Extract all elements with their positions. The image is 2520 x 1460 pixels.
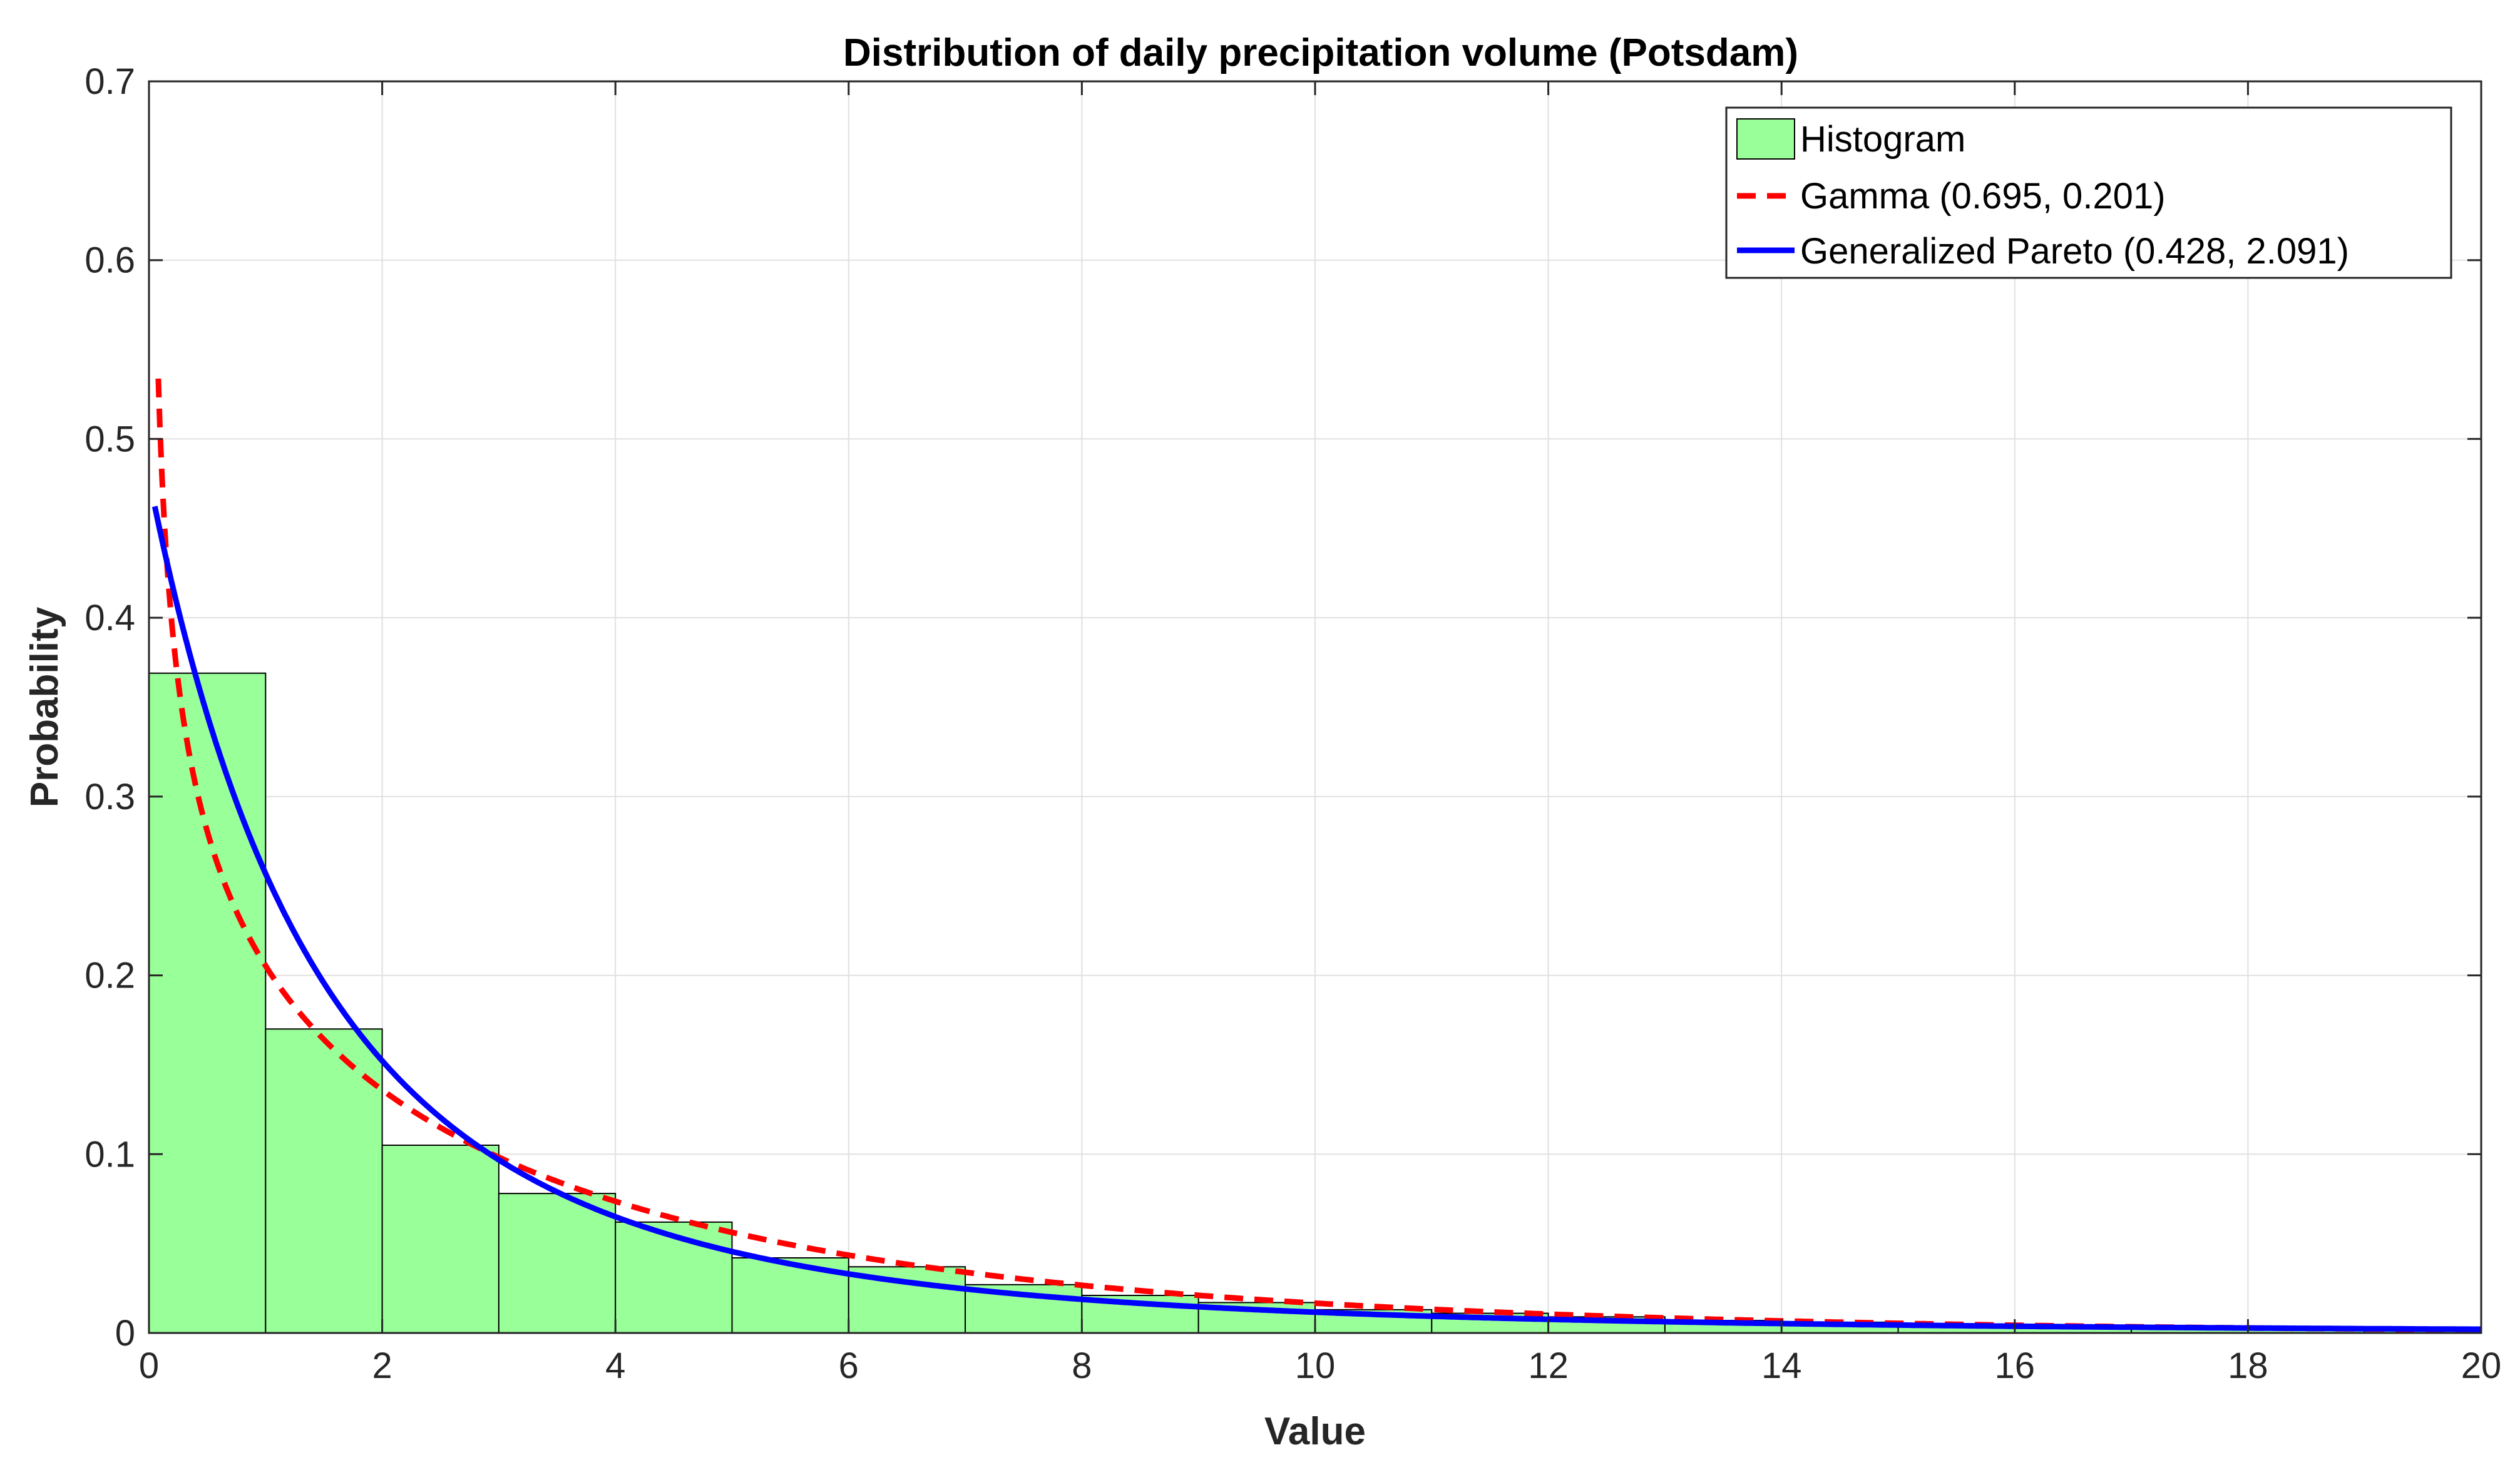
histogram-bar [148, 672, 267, 1334]
legend-histogram-swatch [1736, 118, 1795, 160]
distribution-curves [151, 377, 2481, 1333]
legend: Histogram Gamma (0.695, 0.201) Generaliz… [1725, 106, 2452, 279]
histogram-bar [615, 1221, 733, 1334]
axis-ticks: 0 2 4 6 8 10 12 14 16 18 20 0 0.1 0.2 0.3 0.4 0.5 0.6 0.7 [85, 61, 2501, 1386]
legend-gamma-label: Gamma (0.695, 0.201) [1800, 176, 2166, 217]
y-axis-label: Probability [23, 606, 66, 807]
x-axis-label: Value [1264, 1410, 1366, 1453]
legend-box [1725, 106, 2452, 279]
y-tick-label: 0.1 [85, 1134, 135, 1175]
y-tick-label: 0.3 [85, 777, 135, 817]
y-tick-label: 0 [115, 1313, 135, 1354]
x-tick-label: 0 [139, 1345, 159, 1386]
x-tick-label: 10 [1295, 1345, 1336, 1386]
y-tick-label: 0.4 [85, 598, 135, 638]
x-tick-label: 8 [1072, 1345, 1092, 1386]
histogram-bar [498, 1193, 617, 1334]
y-tick-label: 0.2 [85, 956, 135, 996]
x-tick-label: 16 [1995, 1345, 2036, 1386]
generalized-pareto-curve [151, 504, 2481, 1332]
x-tick-label: 2 [372, 1345, 392, 1386]
grid [149, 81, 2481, 1333]
x-tick-label: 18 [2228, 1345, 2268, 1386]
x-tick-label: 14 [1761, 1345, 1802, 1386]
legend-gpd-label: Generalized Pareto (0.428, 2.091) [1800, 231, 2349, 272]
x-tick-label: 6 [839, 1345, 859, 1386]
legend-histogram-label: Histogram [1800, 119, 1965, 160]
y-tick-label: 0.5 [85, 419, 135, 459]
y-tick-label: 0.6 [85, 240, 135, 281]
histogram-bar [381, 1145, 499, 1334]
x-tick-label: 4 [605, 1345, 625, 1386]
chart-title: Distribution of daily precipitation volu… [843, 31, 1798, 74]
x-tick-label: 12 [1528, 1345, 1569, 1386]
histogram-bars [148, 672, 2482, 1334]
x-tick-label: 20 [2461, 1345, 2502, 1386]
y-tick-label: 0.7 [85, 61, 135, 102]
